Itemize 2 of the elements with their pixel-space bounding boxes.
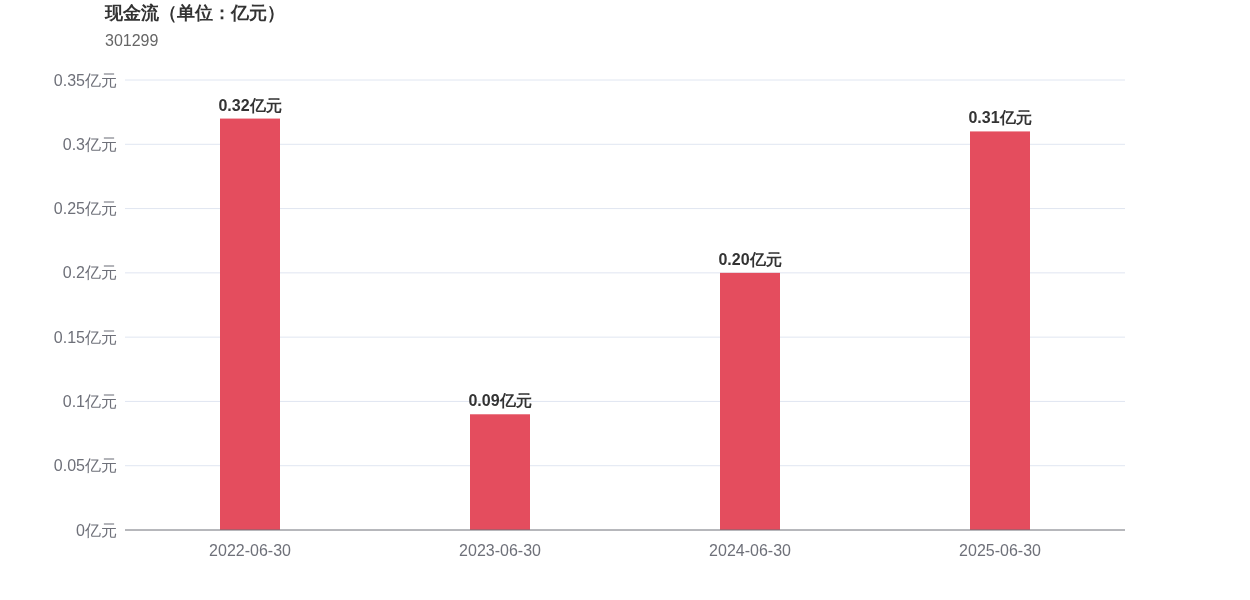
title: 现金流（单位：亿元） xyxy=(105,3,285,23)
subtitle: 301299 xyxy=(105,32,159,49)
